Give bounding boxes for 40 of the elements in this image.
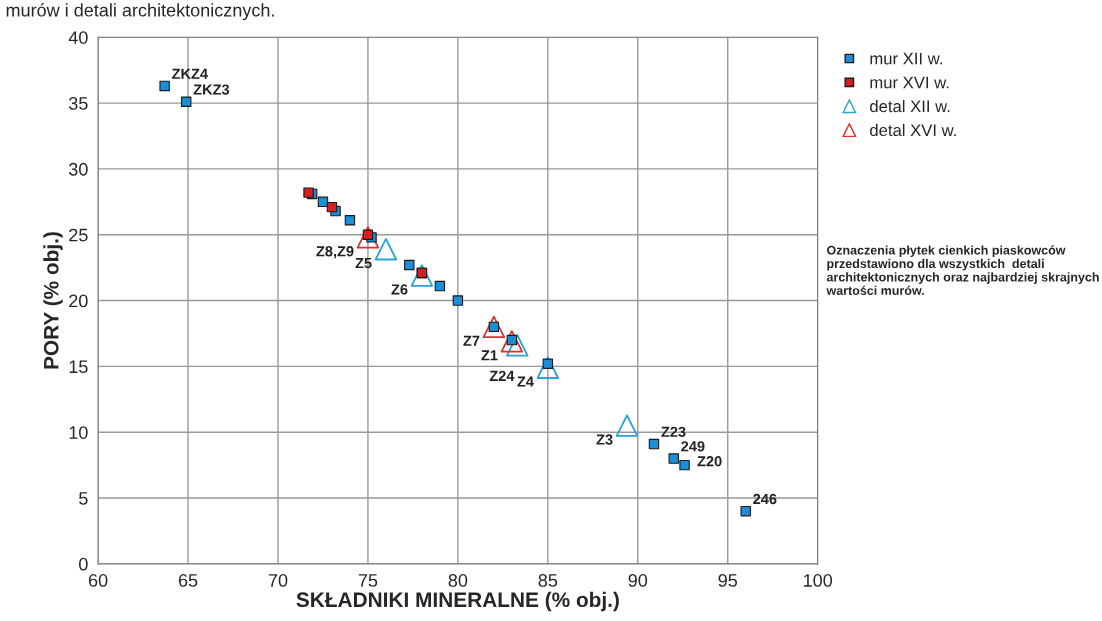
x-tick-label: 75 xyxy=(358,574,378,587)
y-tick-label: 20 xyxy=(69,294,88,308)
legend-label: mur XII w. xyxy=(870,52,942,65)
y-tick-label: 15 xyxy=(69,360,88,374)
legend-label: mur XVI w. xyxy=(870,76,949,89)
y-axis-title: PORY (% obj.) xyxy=(43,232,63,369)
y-tick-label: 10 xyxy=(69,426,88,439)
annotation: Z6 xyxy=(391,284,408,295)
annotation: Z8,Z9 xyxy=(316,246,354,259)
y-tick-label: 5 xyxy=(79,492,88,505)
annotation: Z24 xyxy=(489,370,515,381)
x-tick-label: 65 xyxy=(178,574,198,587)
annotation: 249 xyxy=(681,441,705,452)
annotation: Z23 xyxy=(661,426,686,438)
annotation: Z1 xyxy=(481,350,498,361)
x-tick-label: 85 xyxy=(538,574,558,587)
annotation: 246 xyxy=(753,493,777,505)
annotation: Z4 xyxy=(517,376,534,387)
annotation: Z5 xyxy=(355,258,372,269)
x-tick-label: 95 xyxy=(718,574,738,587)
legend-label: detal XVI w. xyxy=(870,123,956,137)
x-tick-label: 60 xyxy=(88,574,108,587)
annotation: ZKZ3 xyxy=(193,84,230,95)
y-tick-label: 0 xyxy=(79,557,88,571)
y-tick-label: 40 xyxy=(68,31,88,44)
text: murów i detali architektonicznych. xyxy=(6,3,274,21)
annotation: Z20 xyxy=(697,456,722,467)
y-tick-label: 25 xyxy=(69,228,88,242)
x-tick-label: 90 xyxy=(628,574,648,587)
x-tick-label: 80 xyxy=(448,574,468,587)
x-tick-label: 70 xyxy=(268,574,288,587)
annotation: Z7 xyxy=(463,335,480,346)
y-tick-label: 35 xyxy=(68,97,88,110)
y-tick-label: 30 xyxy=(68,162,88,176)
legend-label: detal XII w. xyxy=(870,100,950,113)
x-axis-title: SKŁADNIKI MINERALNE (% obj.) xyxy=(296,591,619,612)
annotation: ZKZ4 xyxy=(172,68,208,79)
annotation: Z3 xyxy=(596,434,613,445)
text: Oznaczenia płytek cienkich piaskowców przedstawiono dla wszystkich detali architektonicznych oraz najbardziej skrajnych wartości murów. xyxy=(826,245,1099,295)
x-tick-label: 100 xyxy=(804,574,833,587)
